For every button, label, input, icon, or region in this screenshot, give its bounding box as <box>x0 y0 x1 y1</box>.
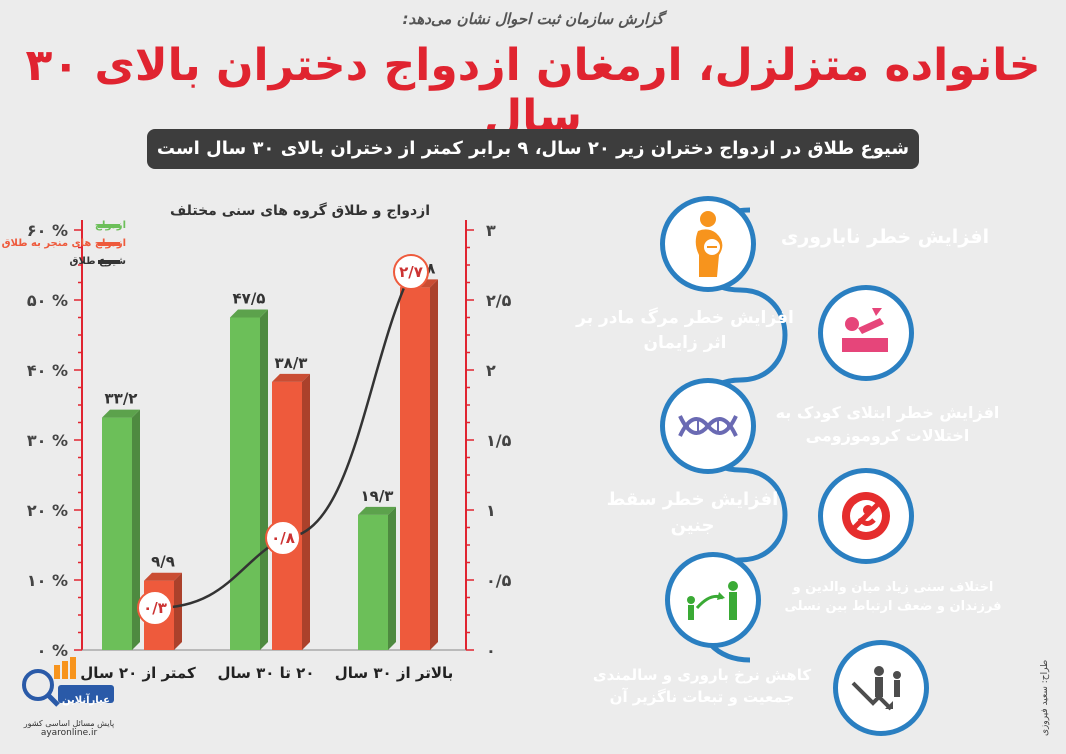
population-decline-icon <box>833 640 929 736</box>
main-title: خانواده متزلزل، ارمغان ازدواج دختران بال… <box>25 40 1041 142</box>
left-axis-tick-label: ۳۰ % <box>27 431 68 450</box>
bar-top <box>102 409 140 418</box>
right-axis-tick-label: ۲/۵ <box>486 291 512 310</box>
bar-top <box>272 373 310 382</box>
generation-gap-icon <box>665 552 761 648</box>
legend-swatch <box>98 260 120 264</box>
legend-swatch <box>98 224 120 228</box>
line-point-label: ۰/۳ <box>143 599 167 617</box>
left-axis-tick-label: ۶۰ % <box>27 221 68 240</box>
panel-item-label: کاهش نرخ باروری و سالمندی جمعیت و تبعات … <box>592 666 812 706</box>
bar-value-label: ۹/۹ <box>151 553 175 571</box>
panel-item-generation-gap: اختلاف سنی زیاد میان والدین و فرزندان و … <box>762 563 1024 633</box>
bar-marriage <box>230 317 260 650</box>
left-axis-tick-label: ۴۰ % <box>27 361 68 380</box>
bar-side <box>388 506 396 650</box>
bar-top <box>230 309 268 318</box>
logo-graphic <box>22 657 114 707</box>
right-axis-tick-label: ۲ <box>486 361 496 380</box>
miscarriage-icon <box>818 468 914 564</box>
bar-marriage <box>358 514 388 650</box>
bar-top <box>144 572 182 581</box>
line-point-marker <box>137 590 173 626</box>
panel-item-maternal-death: افزایش خطر مرگ مادر بر اثر زایمان <box>555 300 815 362</box>
bar-divorce-marriage <box>272 381 302 650</box>
legend-item-label: شیوع طلاق <box>70 256 127 267</box>
panel-item-infertility: افزایش خطر ناباروری <box>750 207 1020 269</box>
panel-item-chromosomal: افزایش خطر ابتلای کودک به اختلالات کرومو… <box>755 393 1020 455</box>
legend-item-label: ازدواج های منجر به طلاق <box>2 238 126 249</box>
logo-tagline: پایش مسائل اساسی کشور <box>23 719 115 728</box>
category-label: کمتر از ۲۰ سال <box>80 664 196 682</box>
left-axis-tick-label: ۰ % <box>37 641 68 660</box>
category-label: ۲۰ تا ۳۰ سال <box>218 664 315 682</box>
line-point-marker <box>393 254 429 290</box>
bar-value-label: ۳۳/۲ <box>105 390 138 408</box>
bar-side <box>260 309 268 650</box>
bar-marriage <box>102 417 132 650</box>
legend-swatch <box>98 242 120 246</box>
dna-icon <box>660 378 756 474</box>
logo-url: ayaronline.ir <box>40 728 98 738</box>
bar-divorce-marriage <box>400 287 430 650</box>
bar-side <box>174 572 182 650</box>
divorce-prevalence-line <box>154 271 413 610</box>
right-axis-tick-label: ۰ <box>486 641 496 660</box>
right-axis-tick-label: ۱/۵ <box>486 431 512 450</box>
panel-item-label: افزایش خطر سقط جنین <box>606 488 779 536</box>
chart-title: ازدواج و طلاق گروه های سنی مختلف <box>170 202 430 219</box>
left-axis-tick-label: ۵۰ % <box>27 291 68 310</box>
right-axis-tick-label: ۱ <box>486 501 496 520</box>
logo-name: عیارآنلاین <box>62 695 110 706</box>
panel-item-population-decline: کاهش نرخ باروری و سالمندی جمعیت و تبعات … <box>572 652 832 722</box>
panel-item-label: افزایش خطر ابتلای کودک به اختلالات کرومو… <box>775 402 1000 445</box>
panel-item-label: اختلاف سنی زیاد میان والدین و فرزندان و … <box>784 580 1002 614</box>
bar-value-label: ۱۹/۳ <box>361 487 394 505</box>
bar-top <box>358 506 396 515</box>
bar-side <box>430 279 438 650</box>
line-point-label: ۰/۸ <box>271 529 295 547</box>
chart: ۰ % ۱۰ % ۲۰ % ۳۰ % ۴۰ % ۵۰ % ۶۰ % ۰ ۰/۵ ۱ ۱/۵ ۲ ۲/۵ ۳… <box>2 202 512 682</box>
designer-credit: طراح: سعید فیروزی <box>1040 660 1050 737</box>
panel-item-miscarriage: افزایش خطر سقط جنین <box>565 482 820 544</box>
line-point-label: ۲/۷ <box>399 263 423 281</box>
pregnant-woman-icon <box>660 196 756 292</box>
source-line: گزارش سازمان ثبت احوال نشان می‌دهد: <box>402 10 664 28</box>
category-label: بالاتر از ۳۰ سال <box>335 664 454 682</box>
bar-value-label: ۳۸/۳ <box>275 354 308 372</box>
bar-value-label: ۴۷/۵ <box>233 290 266 308</box>
right-axis-tick-label: ۰/۵ <box>486 571 512 590</box>
subtitle-bar: شیوع طلاق در ازدواج دختران زیر ۲۰ سال، ۹… <box>147 129 919 169</box>
logo: عیارآنلاین پایش مسائل اساسی کشور ayaronl… <box>14 655 124 745</box>
bar-side <box>132 409 140 650</box>
left-axis-tick-label: ۲۰ % <box>27 501 68 520</box>
panel-item-label: افزایش خطر مرگ مادر بر اثر زایمان <box>576 308 794 353</box>
right-axis-tick-label: ۳ <box>486 221 496 240</box>
left-axis-tick-label: ۱۰ % <box>27 571 68 590</box>
panel-item-label: افزایش خطر ناباروری <box>780 226 990 249</box>
legend-item-label: ازدواج <box>95 220 126 231</box>
line-point-marker <box>265 520 301 556</box>
bar-side <box>302 373 310 650</box>
maternal-death-icon <box>818 285 914 381</box>
